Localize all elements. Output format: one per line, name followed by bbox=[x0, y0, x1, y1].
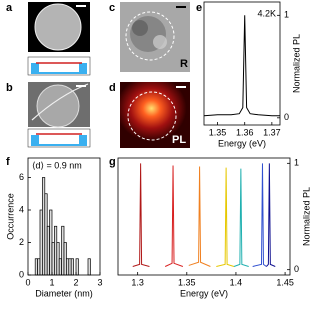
y-tick-label: 6 bbox=[19, 172, 24, 182]
x-tick-label: 1.3 bbox=[131, 277, 144, 287]
plot-frame bbox=[27, 157, 101, 276]
bar bbox=[70, 258, 74, 276]
bar bbox=[42, 177, 46, 276]
x-tick-label: 1.35 bbox=[209, 127, 227, 137]
bar bbox=[54, 225, 58, 276]
outline bbox=[127, 91, 177, 141]
y-tick-label: 1 bbox=[284, 10, 289, 20]
bar bbox=[34, 258, 38, 276]
plot-frame bbox=[203, 1, 281, 126]
x-tick-label: 3 bbox=[97, 277, 102, 287]
pl-image bbox=[120, 82, 190, 148]
panel-label: f bbox=[6, 156, 10, 168]
x-tick-label: 1 bbox=[49, 277, 54, 287]
image-label: PL bbox=[172, 134, 186, 146]
x-tick-label: 2 bbox=[73, 277, 78, 287]
x-axis-label: Diameter (nm) bbox=[35, 288, 93, 298]
x-axis-label: Energy (eV) bbox=[218, 138, 266, 148]
outline bbox=[125, 11, 175, 61]
spectrum bbox=[233, 168, 249, 267]
bar bbox=[58, 258, 62, 276]
spectrum bbox=[216, 167, 235, 267]
bar bbox=[44, 193, 48, 276]
panel-label: g bbox=[109, 156, 116, 168]
y-tick-label: 2 bbox=[19, 237, 24, 247]
bar bbox=[56, 242, 60, 276]
spectrum bbox=[164, 165, 184, 267]
image-label: R bbox=[180, 58, 188, 70]
y-tick-label: 0 bbox=[284, 112, 289, 122]
spectrum bbox=[252, 163, 267, 267]
x-tick-label: 1.36 bbox=[236, 127, 254, 137]
x-tick-label: 1.4 bbox=[230, 277, 243, 287]
bar bbox=[63, 242, 67, 276]
bar bbox=[37, 258, 41, 276]
membrane bbox=[36, 84, 80, 128]
y-tick-label: 1 bbox=[294, 158, 299, 168]
y-axis-label: Normalized PL bbox=[291, 34, 301, 93]
y-tick-label: 0 bbox=[19, 269, 24, 279]
bar bbox=[66, 258, 70, 276]
annotation: 4.2K bbox=[257, 8, 276, 18]
x-tick-label: 1.35 bbox=[178, 277, 196, 287]
plot-frame bbox=[117, 157, 291, 276]
substrate bbox=[31, 135, 87, 146]
y-axis-label: Occurrence bbox=[5, 193, 15, 240]
y-tick-label: 0 bbox=[294, 264, 299, 274]
panel-label: a bbox=[6, 2, 13, 14]
spectrum bbox=[203, 15, 280, 117]
x-tick-label: 1.37 bbox=[263, 127, 281, 137]
bar bbox=[39, 209, 43, 276]
figure: R PL a b c d e f g 1.35 1.36 1.3701Energy … bbox=[5, 1, 311, 298]
spectrum bbox=[132, 163, 150, 267]
substrate bbox=[31, 63, 87, 74]
texture bbox=[153, 35, 167, 49]
schematic bbox=[27, 56, 91, 76]
bar bbox=[68, 258, 72, 276]
x-axis-label: Energy (eV) bbox=[180, 288, 228, 298]
bar bbox=[61, 225, 65, 276]
bar bbox=[49, 209, 53, 276]
membrane bbox=[34, 3, 82, 51]
y-tick-label: 4 bbox=[19, 204, 24, 214]
spectrum bbox=[266, 163, 276, 267]
panel-label: d bbox=[109, 82, 116, 94]
bar bbox=[51, 242, 55, 276]
x-tick-label: 1.45 bbox=[276, 277, 294, 287]
x-tick-label: 0 bbox=[25, 277, 30, 287]
texture bbox=[132, 20, 148, 36]
bar bbox=[87, 258, 91, 276]
bar bbox=[46, 225, 50, 276]
spectrum bbox=[188, 166, 211, 267]
panel-label: b bbox=[6, 82, 13, 94]
panel-label: c bbox=[109, 2, 115, 14]
y-axis-label: Normalized PL bbox=[301, 187, 311, 246]
annotation: ⟨d⟩ = 0.9 nm bbox=[32, 160, 82, 170]
panel-label: e bbox=[196, 2, 202, 14]
